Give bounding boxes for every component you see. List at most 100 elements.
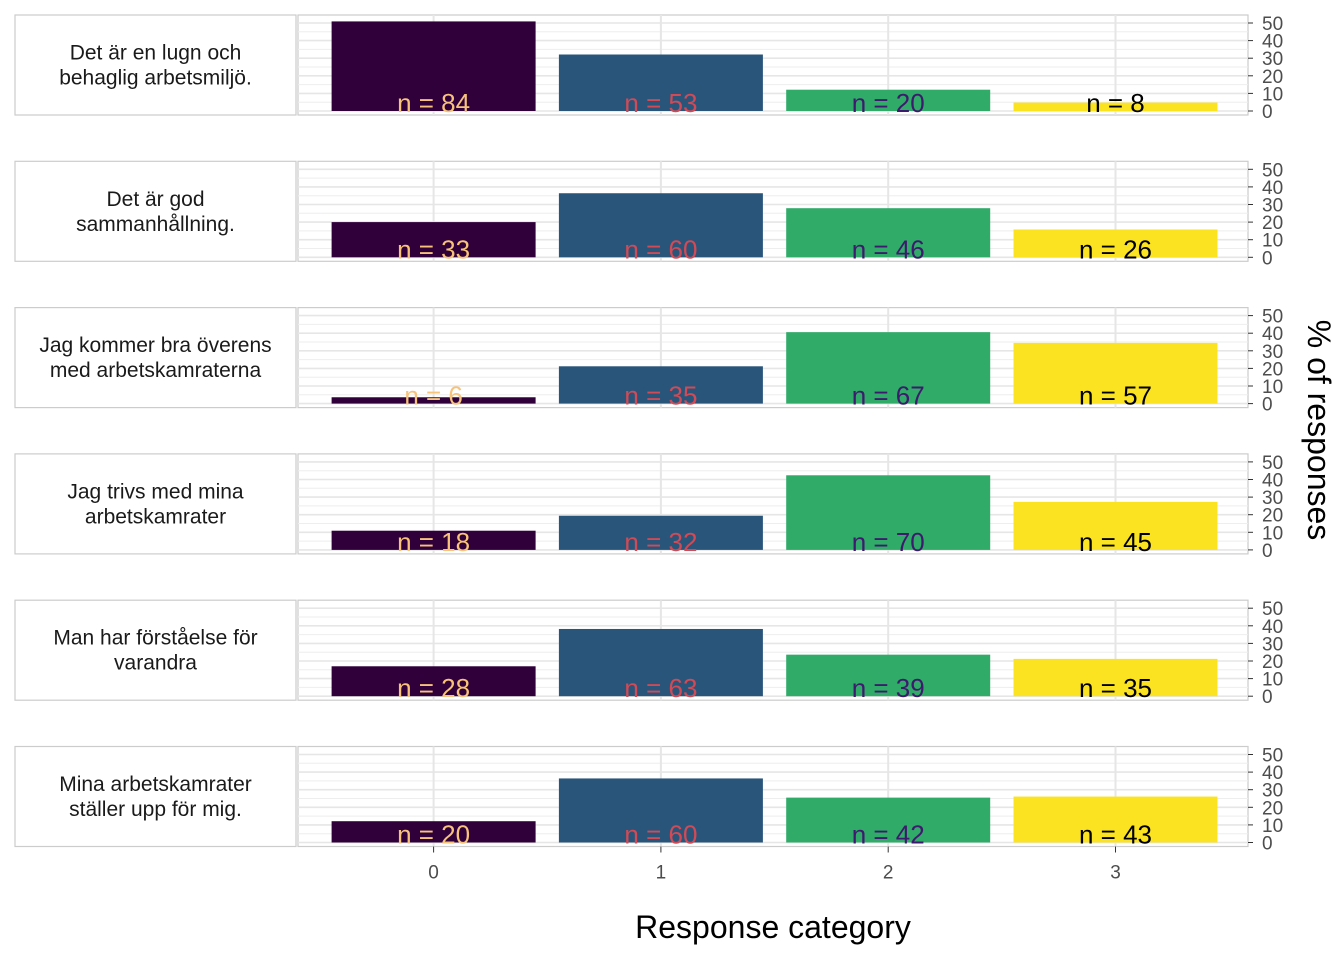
facet-label-line: Jag trivs med mina: [67, 480, 244, 503]
y-tick-label: 10: [1262, 377, 1283, 398]
y-tick-label: 20: [1262, 652, 1283, 673]
count-label: n = 26: [1079, 234, 1152, 264]
count-label: n = 35: [624, 381, 697, 411]
bar: [1013, 658, 1218, 697]
count-label: n = 39: [852, 673, 925, 703]
bar: [558, 193, 763, 258]
count-label: n = 63: [624, 673, 697, 703]
facet-label-line: Det är god: [106, 188, 204, 211]
count-label: n = 32: [624, 527, 697, 557]
bar: [331, 821, 536, 843]
y-tick-label: 40: [1262, 617, 1283, 638]
facet-label-line: Man har förståelse för: [53, 627, 257, 650]
y-tick-label: 0: [1262, 687, 1273, 708]
y-tick-label: 50: [1262, 160, 1283, 181]
y-tick-label: 20: [1262, 506, 1283, 527]
count-label: n = 18: [397, 527, 470, 557]
y-tick-label: 0: [1262, 395, 1273, 416]
count-label: n = 8: [1086, 88, 1145, 118]
facet-label-line: behaglig arbetsmiljö.: [59, 67, 252, 90]
bar: [331, 530, 536, 550]
y-tick-label: 10: [1262, 231, 1283, 252]
count-label: n = 33: [397, 234, 470, 264]
bar: [558, 54, 763, 111]
bar: [1013, 102, 1218, 111]
bar: [786, 89, 991, 111]
facet-label-line: varandra: [114, 652, 197, 675]
y-tick-label: 10: [1262, 816, 1283, 837]
y-tick-label: 20: [1262, 798, 1283, 819]
y-tick-label: 20: [1262, 67, 1283, 88]
count-label: n = 57: [1079, 381, 1152, 411]
y-tick-label: 10: [1262, 84, 1283, 105]
y-tick-label: 50: [1262, 453, 1283, 474]
count-label: n = 42: [852, 820, 925, 850]
bar: [331, 21, 536, 111]
y-tick-label: 30: [1262, 781, 1283, 802]
count-label: n = 67: [852, 381, 925, 411]
bar: [786, 654, 991, 697]
count-label: n = 35: [1079, 673, 1152, 703]
y-tick-label: 0: [1262, 541, 1273, 562]
facet-strip: [14, 599, 297, 701]
y-tick-label: 20: [1262, 359, 1283, 380]
facet-label-line: ställer upp för mig.: [69, 798, 242, 821]
y-axis-title: % of responses: [1301, 320, 1337, 541]
count-label: n = 60: [624, 820, 697, 850]
y-tick-label: 40: [1262, 324, 1283, 345]
x-tick-label: 0: [428, 863, 439, 884]
y-tick-label: 40: [1262, 763, 1283, 784]
facet-label-line: Det är en lugn och: [70, 42, 242, 65]
bar: [331, 666, 536, 697]
bar: [786, 797, 991, 843]
y-tick-label: 0: [1262, 834, 1273, 855]
bar: [786, 208, 991, 258]
bar: [331, 222, 536, 258]
y-tick-label: 20: [1262, 213, 1283, 234]
y-tick-label: 30: [1262, 196, 1283, 217]
facet-strip: [14, 745, 297, 848]
y-tick-label: 40: [1262, 32, 1283, 53]
facet-strip: [14, 307, 297, 409]
count-label: n = 46: [852, 234, 925, 264]
bar: [558, 778, 763, 843]
x-axis-title: Response category: [635, 909, 911, 945]
y-tick-label: 30: [1262, 634, 1283, 655]
y-tick-label: 40: [1262, 178, 1283, 199]
facet-strip: [14, 14, 297, 116]
y-tick-label: 10: [1262, 523, 1283, 544]
bar: [558, 366, 763, 404]
bar: [331, 397, 536, 404]
y-tick-label: 40: [1262, 471, 1283, 492]
x-tick-label: 3: [1110, 863, 1121, 884]
count-label: n = 45: [1079, 527, 1152, 557]
y-tick-label: 0: [1262, 248, 1273, 269]
bar: [1013, 501, 1218, 550]
count-label: n = 20: [852, 88, 925, 118]
facet-label-line: sammanhållning.: [76, 213, 235, 236]
facet-label-line: Jag kommer bra överens: [39, 334, 271, 357]
bar: [1013, 796, 1218, 843]
bar: [786, 475, 991, 550]
facet-label-line: arbetskamrater: [85, 505, 226, 528]
count-label: n = 70: [852, 527, 925, 557]
count-label: n = 6: [404, 381, 463, 411]
x-tick-label: 2: [883, 863, 894, 884]
y-tick-label: 50: [1262, 746, 1283, 767]
facet-strip: [14, 160, 297, 262]
count-label: n = 60: [624, 234, 697, 264]
count-label: n = 43: [1079, 820, 1152, 850]
count-label: n = 84: [397, 88, 470, 118]
y-tick-label: 30: [1262, 49, 1283, 70]
x-tick-label: 1: [656, 863, 667, 884]
facet-label-line: Mina arbetskamrater: [59, 773, 252, 796]
y-tick-label: 0: [1262, 102, 1273, 123]
